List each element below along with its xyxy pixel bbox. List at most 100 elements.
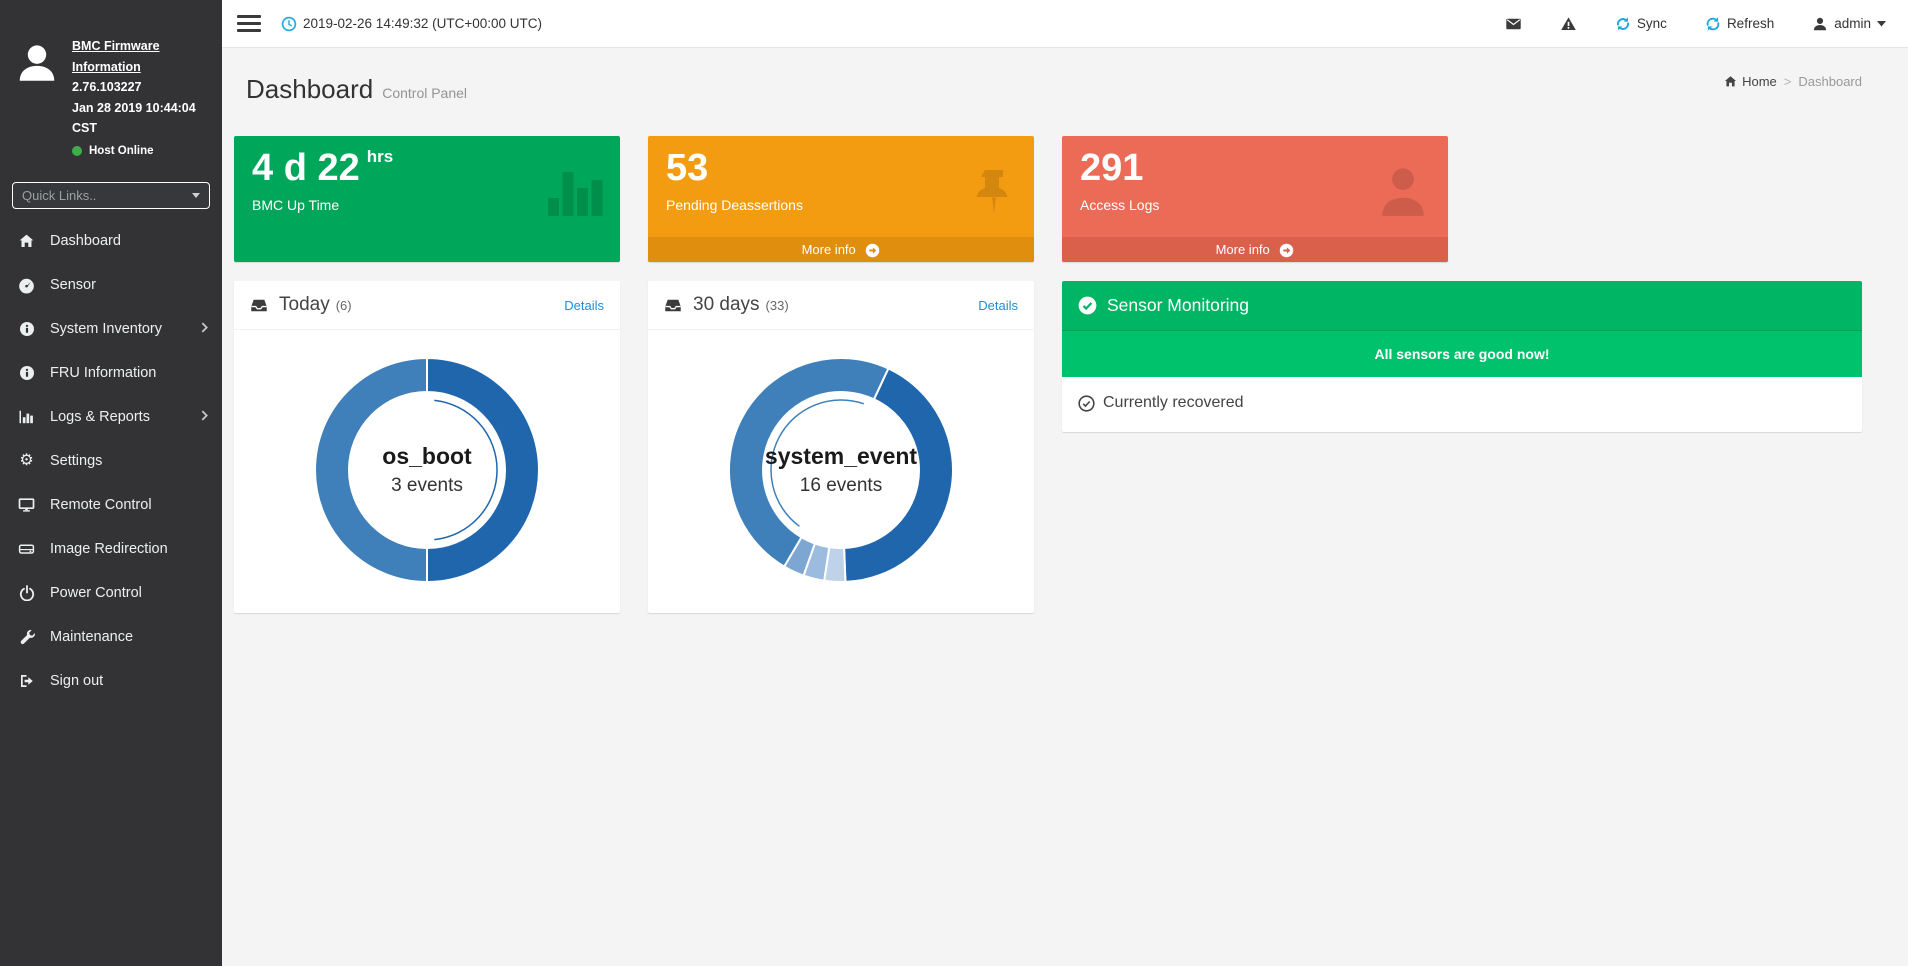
gear-icon: ⚙ [19,452,34,470]
sidebar-item-label: Sign out [50,673,104,690]
info-circle-icon [17,365,36,382]
thirty-days-events-panel: 30 days (33) Details system_event 16 eve… [648,281,1034,613]
disk-drive-icon [17,541,36,558]
sidebar-item-settings[interactable]: ⚙ Settings [0,439,222,483]
donut-highlight-arc [434,399,498,541]
donut-segment-os_boot[interactable] [426,356,540,584]
more-info-link[interactable]: More info [1062,237,1448,262]
sidebar-item-system-inventory[interactable]: System Inventory [0,307,222,351]
breadcrumb-home-link[interactable]: Home [1724,74,1777,89]
host-status: Host Online [72,142,208,161]
panel-event-count: (33) [765,297,789,313]
sidebar: BMC Firmware Information 2.76.103227 Jan… [0,0,222,966]
inbox-icon [250,297,268,314]
sign-out-icon [17,673,36,690]
warning-icon [1561,16,1576,30]
refresh-icon [1706,16,1720,31]
bmc-firmware-info-link[interactable]: BMC Firmware Information [72,39,160,74]
access-logs-card: 291 Access Logs More info [1062,136,1448,262]
breadcrumb-separator: > [1783,74,1792,89]
pushpin-icon [976,170,1008,214]
pending-deassertions-card: 53 Pending Deassertions More info [648,136,1034,262]
sidebar-item-label: Logs & Reports [50,409,150,426]
sync-button[interactable]: Sync [1615,16,1667,32]
host-status-label: Host Online [89,144,154,157]
sidebar-item-sensor[interactable]: Sensor [0,263,222,307]
donut-segment-other-1[interactable] [843,367,954,583]
check-circle-outline-icon [1078,394,1095,412]
details-link[interactable]: Details [978,297,1018,313]
home-icon [1725,76,1737,87]
sidebar-item-label: Settings [50,453,103,470]
power-icon [17,585,36,602]
sidebar-item-label: Sensor [50,277,96,294]
donut-segment-system_event[interactable] [727,357,890,568]
sensor-status-message: All sensors are good now! [1062,331,1862,377]
more-info-link[interactable]: More info [648,237,1034,262]
donut-highlight-arc [770,399,865,527]
topbar: 2019-02-26 14:49:32 (UTC+00:00 UTC) Sync… [222,0,1908,48]
clock-icon [281,16,297,31]
panel-title: 30 days [693,294,760,315]
sidebar-item-logs-reports[interactable]: Logs & Reports [0,395,222,439]
user-icon [1382,168,1424,216]
caret-down-icon [1877,20,1886,26]
info-circle-icon [17,321,36,338]
refresh-button[interactable]: Refresh [1705,16,1774,32]
today-events-donut-chart [314,356,540,584]
gauge-icon [17,277,36,294]
wrench-icon [17,629,36,646]
sidebar-item-label: Maintenance [50,629,134,646]
sidebar-item-label: Image Redirection [50,541,168,558]
sidebar-item-fru-information[interactable]: FRU Information [0,351,222,395]
system-datetime: 2019-02-26 14:49:32 (UTC+00:00 UTC) [281,16,542,32]
sidebar-item-maintenance[interactable]: Maintenance [0,615,222,659]
alerts-button[interactable] [1560,16,1577,32]
sensor-panel-title: Sensor Monitoring [1107,295,1250,315]
caret-down-icon [192,193,200,199]
user-menu[interactable]: admin [1812,16,1886,32]
panel-title: Today [279,294,330,315]
card-value: 4 d 22 hrs [252,147,394,189]
sync-label: Sync [1636,16,1667,31]
chevron-right-icon [201,409,208,425]
refresh-label: Refresh [1726,16,1775,31]
card-value: 53 [666,147,709,189]
sidebar-item-sign-out[interactable]: Sign out [0,659,222,703]
check-circle-icon [1078,296,1097,315]
card-value: 291 [1080,147,1144,189]
bmc-uptime-card: 4 d 22 hrs BMC Up Time [234,136,620,262]
card-label: BMC Up Time [252,196,340,213]
quick-links-dropdown[interactable]: Quick Links.. [12,182,210,210]
breadcrumb: Home > Dashboard [1724,74,1862,89]
host-online-dot [72,145,82,156]
sidebar-item-remote-control[interactable]: Remote Control [0,483,222,527]
sidebar-item-power-control[interactable]: Power Control [0,571,222,615]
home-icon [17,233,36,250]
arrow-circle-right-icon [866,243,880,258]
messages-button[interactable] [1505,16,1522,32]
profile-section: BMC Firmware Information 2.76.103227 Jan… [0,0,222,166]
today-events-panel: Today (6) Details os_boot 3 events [234,281,620,613]
panel-event-count: (6) [335,297,352,313]
firmware-version: 2.76.103227 [72,80,142,94]
card-label: Access Logs [1080,196,1160,213]
sync-icon [1616,16,1629,31]
breadcrumb-current: Dashboard [1798,74,1862,89]
donut-segment-other[interactable] [314,356,428,584]
chevron-right-icon [201,321,208,337]
quick-links-placeholder: Quick Links.. [22,188,97,204]
sensor-recovered-label: Currently recovered [1103,394,1244,411]
page-subtitle: Control Panel [382,85,468,101]
user-icon [1814,17,1827,30]
sidebar-item-image-redirection[interactable]: Image Redirection [0,527,222,571]
envelope-icon [1506,18,1521,29]
sidebar-item-label: Power Control [50,585,142,602]
sensor-recovered-row: Currently recovered [1062,377,1862,432]
sidebar-item-dashboard[interactable]: Dashboard [0,219,222,263]
sidebar-nav: Dashboard Sensor System Inventory [0,219,222,703]
menu-toggle-icon[interactable] [237,11,261,36]
card-label: Pending Deassertions [666,196,803,213]
details-link[interactable]: Details [564,297,604,313]
